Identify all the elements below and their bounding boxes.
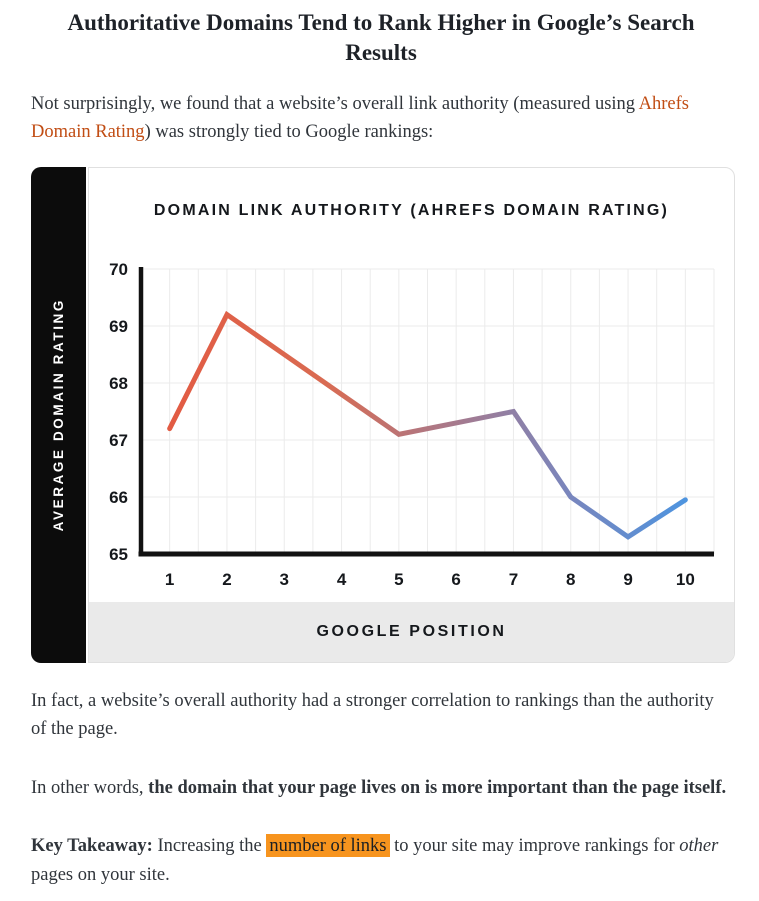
- x-tick-label: 4: [337, 570, 347, 589]
- takeaway-text-2: to your site may improve rankings for: [389, 836, 680, 857]
- x-tick-label: 1: [165, 570, 174, 589]
- key-takeaway-label: Key Takeaway:: [31, 836, 153, 857]
- x-axis-title-band: GOOGLE POSITION: [89, 601, 734, 662]
- number-of-links-highlight: number of links: [266, 834, 390, 858]
- y-tick-label: 70: [109, 260, 128, 279]
- ahrefs-domain-rating-link[interactable]: Ahrefs Domain Rating: [31, 93, 689, 143]
- takeaway-text-1: Increasing the: [152, 836, 267, 857]
- intro-paragraph: Not surprisingly, we found that a websit…: [31, 90, 731, 147]
- other-words-bold: the domain that your page lives on is mo…: [148, 777, 727, 798]
- y-tick-label: 68: [109, 374, 128, 393]
- intro-text-after-link: ) was strongly tied to Google rankings:: [144, 122, 434, 143]
- domain-rating-line: [167, 310, 688, 540]
- y-tick-label: 67: [109, 431, 128, 450]
- other-words-prefix: In other words,: [31, 777, 149, 798]
- x-tick-label: 7: [509, 570, 518, 589]
- key-takeaway-paragraph: Key Takeaway: Increasing the number of l…: [31, 832, 731, 889]
- x-axis-title: GOOGLE POSITION: [316, 622, 507, 640]
- y-tick-label: 65: [109, 545, 128, 564]
- y-axis-title: AVERAGE DOMAIN RATING: [51, 298, 66, 532]
- y-axis-title-rail: AVERAGE DOMAIN RATING: [31, 166, 86, 663]
- x-tick-label: 3: [280, 570, 289, 589]
- intro-text-before-link: Not surprisingly, we found that a websit…: [31, 93, 639, 114]
- takeaway-text-3: pages on your site.: [31, 864, 170, 885]
- x-tick-label: 6: [451, 570, 460, 589]
- takeaway-italic-other: other: [679, 836, 719, 857]
- chart-figure: AVERAGE DOMAIN RATING DOMAIN LINK AUTHOR…: [31, 166, 735, 663]
- x-tick-label: 5: [394, 570, 403, 589]
- x-tick-label: 8: [566, 570, 575, 589]
- x-tick-label: 2: [222, 570, 231, 589]
- y-tick-label: 66: [109, 488, 128, 507]
- article-title: Authoritative Domains Tend to Rank Highe…: [67, 10, 695, 65]
- chart-card: DOMAIN LINK AUTHORITY (AHREFS DOMAIN RAT…: [88, 166, 735, 663]
- chart-title: DOMAIN LINK AUTHORITY (AHREFS DOMAIN RAT…: [153, 201, 670, 219]
- y-tick-label: 69: [109, 317, 128, 336]
- x-tick-label: 10: [676, 570, 695, 589]
- other-words-paragraph: In other words, the domain that your pag…: [31, 774, 731, 803]
- x-tick-label: 9: [623, 570, 632, 589]
- correlation-paragraph: In fact, a website’s overall authority h…: [31, 690, 714, 740]
